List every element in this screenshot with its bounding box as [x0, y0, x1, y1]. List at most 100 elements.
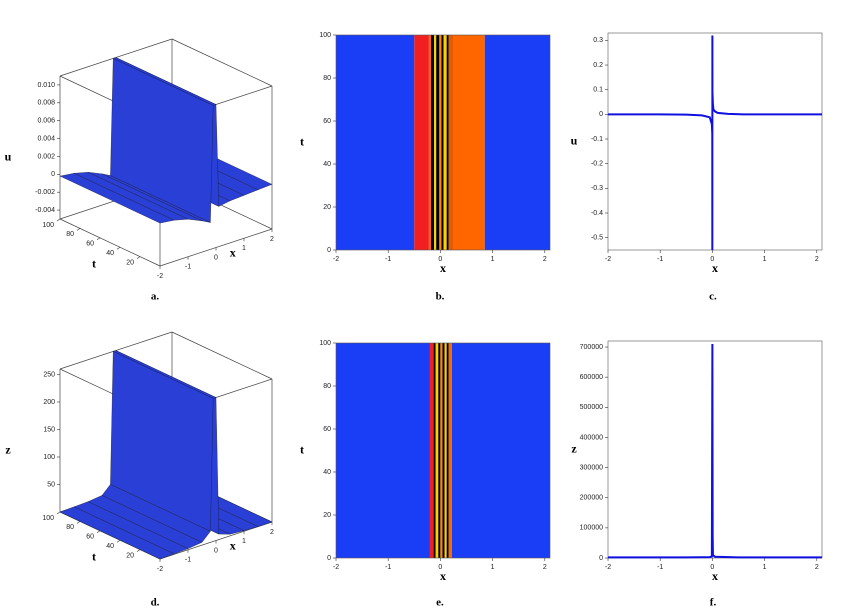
t-tick-label: 20	[126, 552, 134, 559]
panel-caption: a.	[151, 291, 160, 303]
z-tick-label: 250	[43, 371, 55, 378]
z-tick-label: 0.008	[37, 100, 55, 107]
curve	[608, 35, 822, 251]
x-tick-label: 1	[491, 256, 495, 263]
x-tick-label: 0	[214, 254, 218, 261]
x-tick-label: 0	[710, 564, 714, 571]
x-tick-label: 2	[815, 564, 819, 571]
x-tick-label: 0	[438, 256, 442, 263]
y-tick-label: 0.1	[593, 87, 603, 94]
x-tick-label: 2	[543, 564, 547, 571]
curve	[608, 344, 822, 559]
x-axis-label: x	[440, 569, 446, 583]
y-tick-label: 40	[323, 161, 331, 168]
t-tick-label: 80	[66, 524, 74, 531]
x-tick-label: 2	[815, 256, 819, 263]
z-tick-label: -0.002	[35, 189, 55, 196]
panel-caption: b.	[436, 291, 445, 303]
box-edge	[171, 331, 273, 380]
x-tick-label: 1	[763, 256, 767, 263]
y-tick-label: 0.2	[593, 62, 603, 69]
density-band	[428, 35, 431, 250]
density-band	[440, 343, 443, 558]
x-tick-label: -2	[605, 256, 611, 263]
density-band	[446, 343, 449, 558]
density-band	[429, 343, 434, 558]
x-tick-label: -1	[385, 564, 391, 571]
panel-caption: c.	[709, 291, 717, 303]
density-band	[336, 343, 430, 558]
density-band	[435, 343, 439, 558]
y-tick-label: 300000	[580, 464, 603, 471]
z-tick-label: 100	[43, 454, 55, 461]
t-tick-label: 60	[86, 241, 94, 248]
density-band	[453, 35, 485, 250]
t-axis-label: t	[92, 256, 96, 270]
y-tick-label: 500000	[580, 404, 603, 411]
t-tick	[76, 521, 81, 524]
x-tick-label: -2	[157, 273, 163, 280]
x-axis-label: x	[712, 261, 718, 275]
x-axis-label: x	[230, 539, 236, 553]
surface-strip	[59, 506, 175, 560]
y-axis-label: z	[571, 441, 577, 455]
t-tick-label: 60	[86, 534, 94, 541]
z-tick-label: 0.004	[37, 135, 55, 142]
y-tick-label: -0.5	[591, 235, 603, 242]
density-band	[436, 35, 440, 250]
density-band	[448, 343, 452, 558]
y-tick-label: -0.1	[591, 136, 603, 143]
t-tick	[56, 511, 61, 515]
t-tick	[56, 218, 61, 222]
y-tick-label: 100	[319, 340, 331, 347]
z-tick-label: 150	[43, 426, 55, 433]
z-tick-label: 0.010	[37, 82, 55, 89]
y-tick-label: 20	[323, 512, 331, 519]
t-tick	[136, 549, 141, 552]
density-band	[443, 35, 447, 250]
t-tick	[136, 256, 141, 259]
panel-caption: d.	[151, 597, 160, 609]
z-tick-label: 0.002	[37, 153, 55, 160]
box-edge	[59, 218, 161, 267]
density-band	[448, 35, 454, 250]
x-tick-label: -2	[157, 566, 163, 573]
y-tick-label: 80	[323, 383, 331, 390]
y-tick-label: 200000	[580, 495, 603, 502]
y-tick-label: 60	[323, 118, 331, 125]
z-tick-label: 50	[47, 481, 55, 488]
x-tick-label: 0	[438, 564, 442, 571]
y-axis-label: u	[571, 133, 578, 147]
x-tick-label: -1	[657, 256, 663, 263]
plot-frame	[335, 34, 551, 251]
y-axis-label: t	[300, 442, 304, 456]
x-tick-label: -2	[333, 256, 339, 263]
x-tick-label: 1	[242, 538, 246, 545]
density-band	[444, 343, 447, 558]
plot-frame	[335, 342, 551, 559]
x-tick-label: -1	[185, 557, 191, 564]
y-tick-label: 0	[327, 247, 331, 254]
density-band	[433, 343, 436, 558]
y-tick-label: 700000	[580, 344, 603, 351]
y-tick-label: 20	[323, 204, 331, 211]
z-axis-label: z	[5, 442, 11, 456]
x-tick-label: 2	[270, 529, 274, 536]
panel-caption: f.	[710, 597, 717, 609]
t-tick-label: 100	[42, 222, 54, 229]
x-axis-label: x	[712, 569, 718, 583]
density-band	[438, 343, 441, 558]
t-tick-label: 80	[66, 231, 74, 238]
z-tick-label: 0	[51, 171, 55, 178]
x-tick-label: 2	[270, 236, 274, 243]
y-tick-label: -0.2	[591, 161, 603, 168]
y-tick-label: -0.4	[591, 210, 603, 217]
x-tick-label: -1	[185, 264, 191, 271]
density-band	[434, 35, 437, 250]
t-tick-label: 40	[106, 543, 114, 550]
x-axis-label: x	[440, 261, 446, 275]
density-band	[441, 35, 444, 250]
x-tick-label: 0	[214, 547, 218, 554]
